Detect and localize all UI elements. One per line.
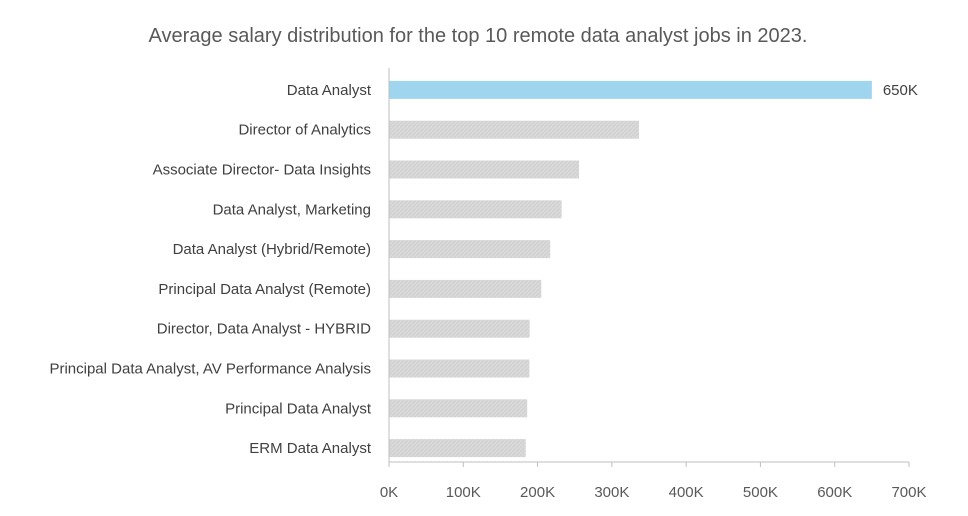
bar-9	[389, 399, 528, 418]
category-label-1: Data Analyst	[287, 82, 372, 99]
chart-title: Average salary distribution for the top …	[149, 25, 808, 47]
bar-4	[389, 200, 562, 219]
bar-1	[389, 80, 872, 99]
bar-2	[389, 120, 639, 139]
x-tick-label-7: 700K	[891, 484, 926, 501]
x-tick-label-6: 600K	[817, 484, 852, 501]
x-tick-label-1: 100K	[446, 484, 481, 501]
category-label-3: Associate Director- Data Insights	[153, 162, 371, 179]
bar-10	[389, 439, 526, 458]
category-label-7: Director, Data Analyst - HYBRID	[157, 321, 371, 338]
x-tick-label-4: 400K	[669, 484, 704, 501]
category-label-10: ERM Data Analyst	[249, 440, 372, 457]
bar-3	[389, 160, 580, 179]
category-label-8: Principal Data Analyst, AV Performance A…	[49, 361, 371, 378]
bar-5	[389, 240, 551, 259]
x-tick-label-2: 200K	[520, 484, 555, 501]
category-label-2: Director of Analytics	[238, 122, 371, 139]
category-label-5: Data Analyst (Hybrid/Remote)	[173, 241, 371, 258]
bar-8	[389, 359, 530, 378]
category-labels-group: Data Analyst Director of Analytics Associa…	[49, 82, 371, 457]
bars-group	[389, 80, 872, 458]
x-tick-label-5: 500K	[743, 484, 778, 501]
bar-7	[389, 319, 530, 338]
category-label-6: Principal Data Analyst (Remote)	[158, 281, 371, 298]
data-labels-group: 650K	[883, 82, 918, 99]
category-label-4: Data Analyst, Marketing	[213, 201, 371, 218]
x-tick-label-0: 0K	[380, 484, 398, 501]
data-label-1: 650K	[883, 82, 918, 99]
x-tick-label-3: 300K	[594, 484, 629, 501]
bar-6	[389, 279, 542, 298]
x-axis: 0K 100K 200K 300K 400K 500K 600K 700K	[380, 68, 927, 501]
category-label-9: Principal Data Analyst	[225, 400, 372, 417]
